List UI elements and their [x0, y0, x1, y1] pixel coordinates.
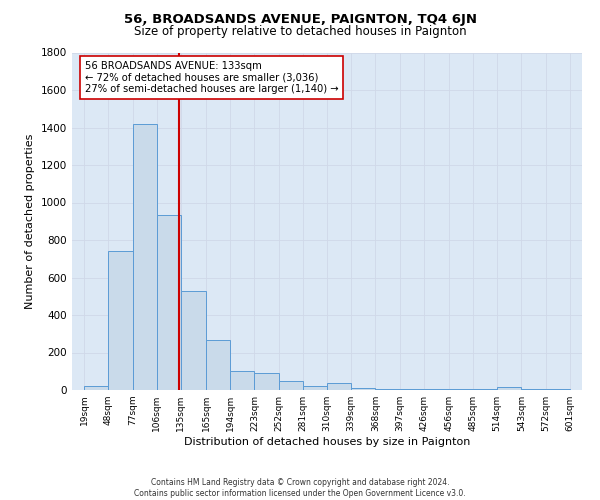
- Bar: [327, 382, 351, 390]
- Bar: [254, 373, 278, 390]
- Text: Contains HM Land Registry data © Crown copyright and database right 2024.
Contai: Contains HM Land Registry data © Crown c…: [134, 478, 466, 498]
- Bar: [449, 389, 473, 390]
- Bar: [230, 371, 254, 390]
- Bar: [278, 380, 303, 390]
- Bar: [157, 214, 181, 390]
- Bar: [84, 386, 109, 390]
- Bar: [521, 389, 545, 390]
- Text: Size of property relative to detached houses in Paignton: Size of property relative to detached ho…: [134, 25, 466, 38]
- Bar: [181, 290, 206, 390]
- Text: 56 BROADSANDS AVENUE: 133sqm
← 72% of detached houses are smaller (3,036)
27% of: 56 BROADSANDS AVENUE: 133sqm ← 72% of de…: [85, 61, 338, 94]
- Bar: [351, 388, 376, 390]
- Bar: [376, 389, 400, 390]
- Bar: [133, 124, 157, 390]
- Bar: [545, 389, 570, 390]
- Text: 56, BROADSANDS AVENUE, PAIGNTON, TQ4 6JN: 56, BROADSANDS AVENUE, PAIGNTON, TQ4 6JN: [124, 12, 476, 26]
- Bar: [473, 389, 497, 390]
- Bar: [109, 251, 133, 390]
- Bar: [400, 389, 424, 390]
- Bar: [497, 387, 521, 390]
- Bar: [206, 340, 230, 390]
- Bar: [303, 386, 327, 390]
- Bar: [424, 389, 449, 390]
- Y-axis label: Number of detached properties: Number of detached properties: [25, 134, 35, 309]
- X-axis label: Distribution of detached houses by size in Paignton: Distribution of detached houses by size …: [184, 437, 470, 447]
